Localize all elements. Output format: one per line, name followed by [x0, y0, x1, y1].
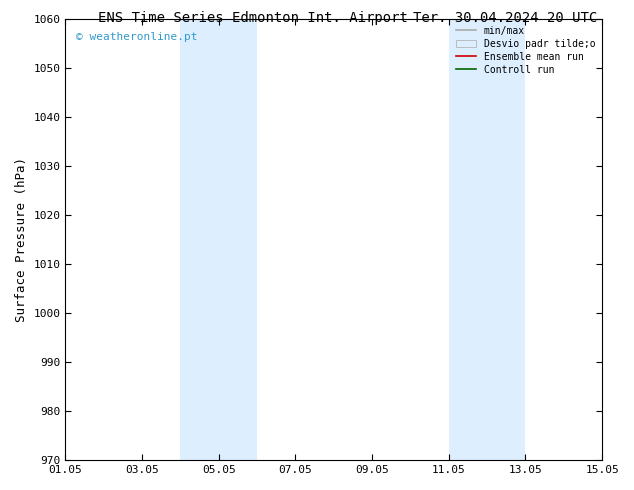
- Bar: [449, 19, 526, 460]
- Legend: min/max, Desvio padr tilde;o, Ensemble mean run, Controll run: min/max, Desvio padr tilde;o, Ensemble m…: [453, 22, 599, 78]
- Text: Ter. 30.04.2024 20 UTC: Ter. 30.04.2024 20 UTC: [413, 11, 598, 25]
- Bar: [181, 19, 257, 460]
- Text: ENS Time Series Edmonton Int. Airport: ENS Time Series Edmonton Int. Airport: [98, 11, 408, 25]
- Text: © weatheronline.pt: © weatheronline.pt: [76, 32, 198, 42]
- Y-axis label: Surface Pressure (hPa): Surface Pressure (hPa): [15, 157, 28, 322]
